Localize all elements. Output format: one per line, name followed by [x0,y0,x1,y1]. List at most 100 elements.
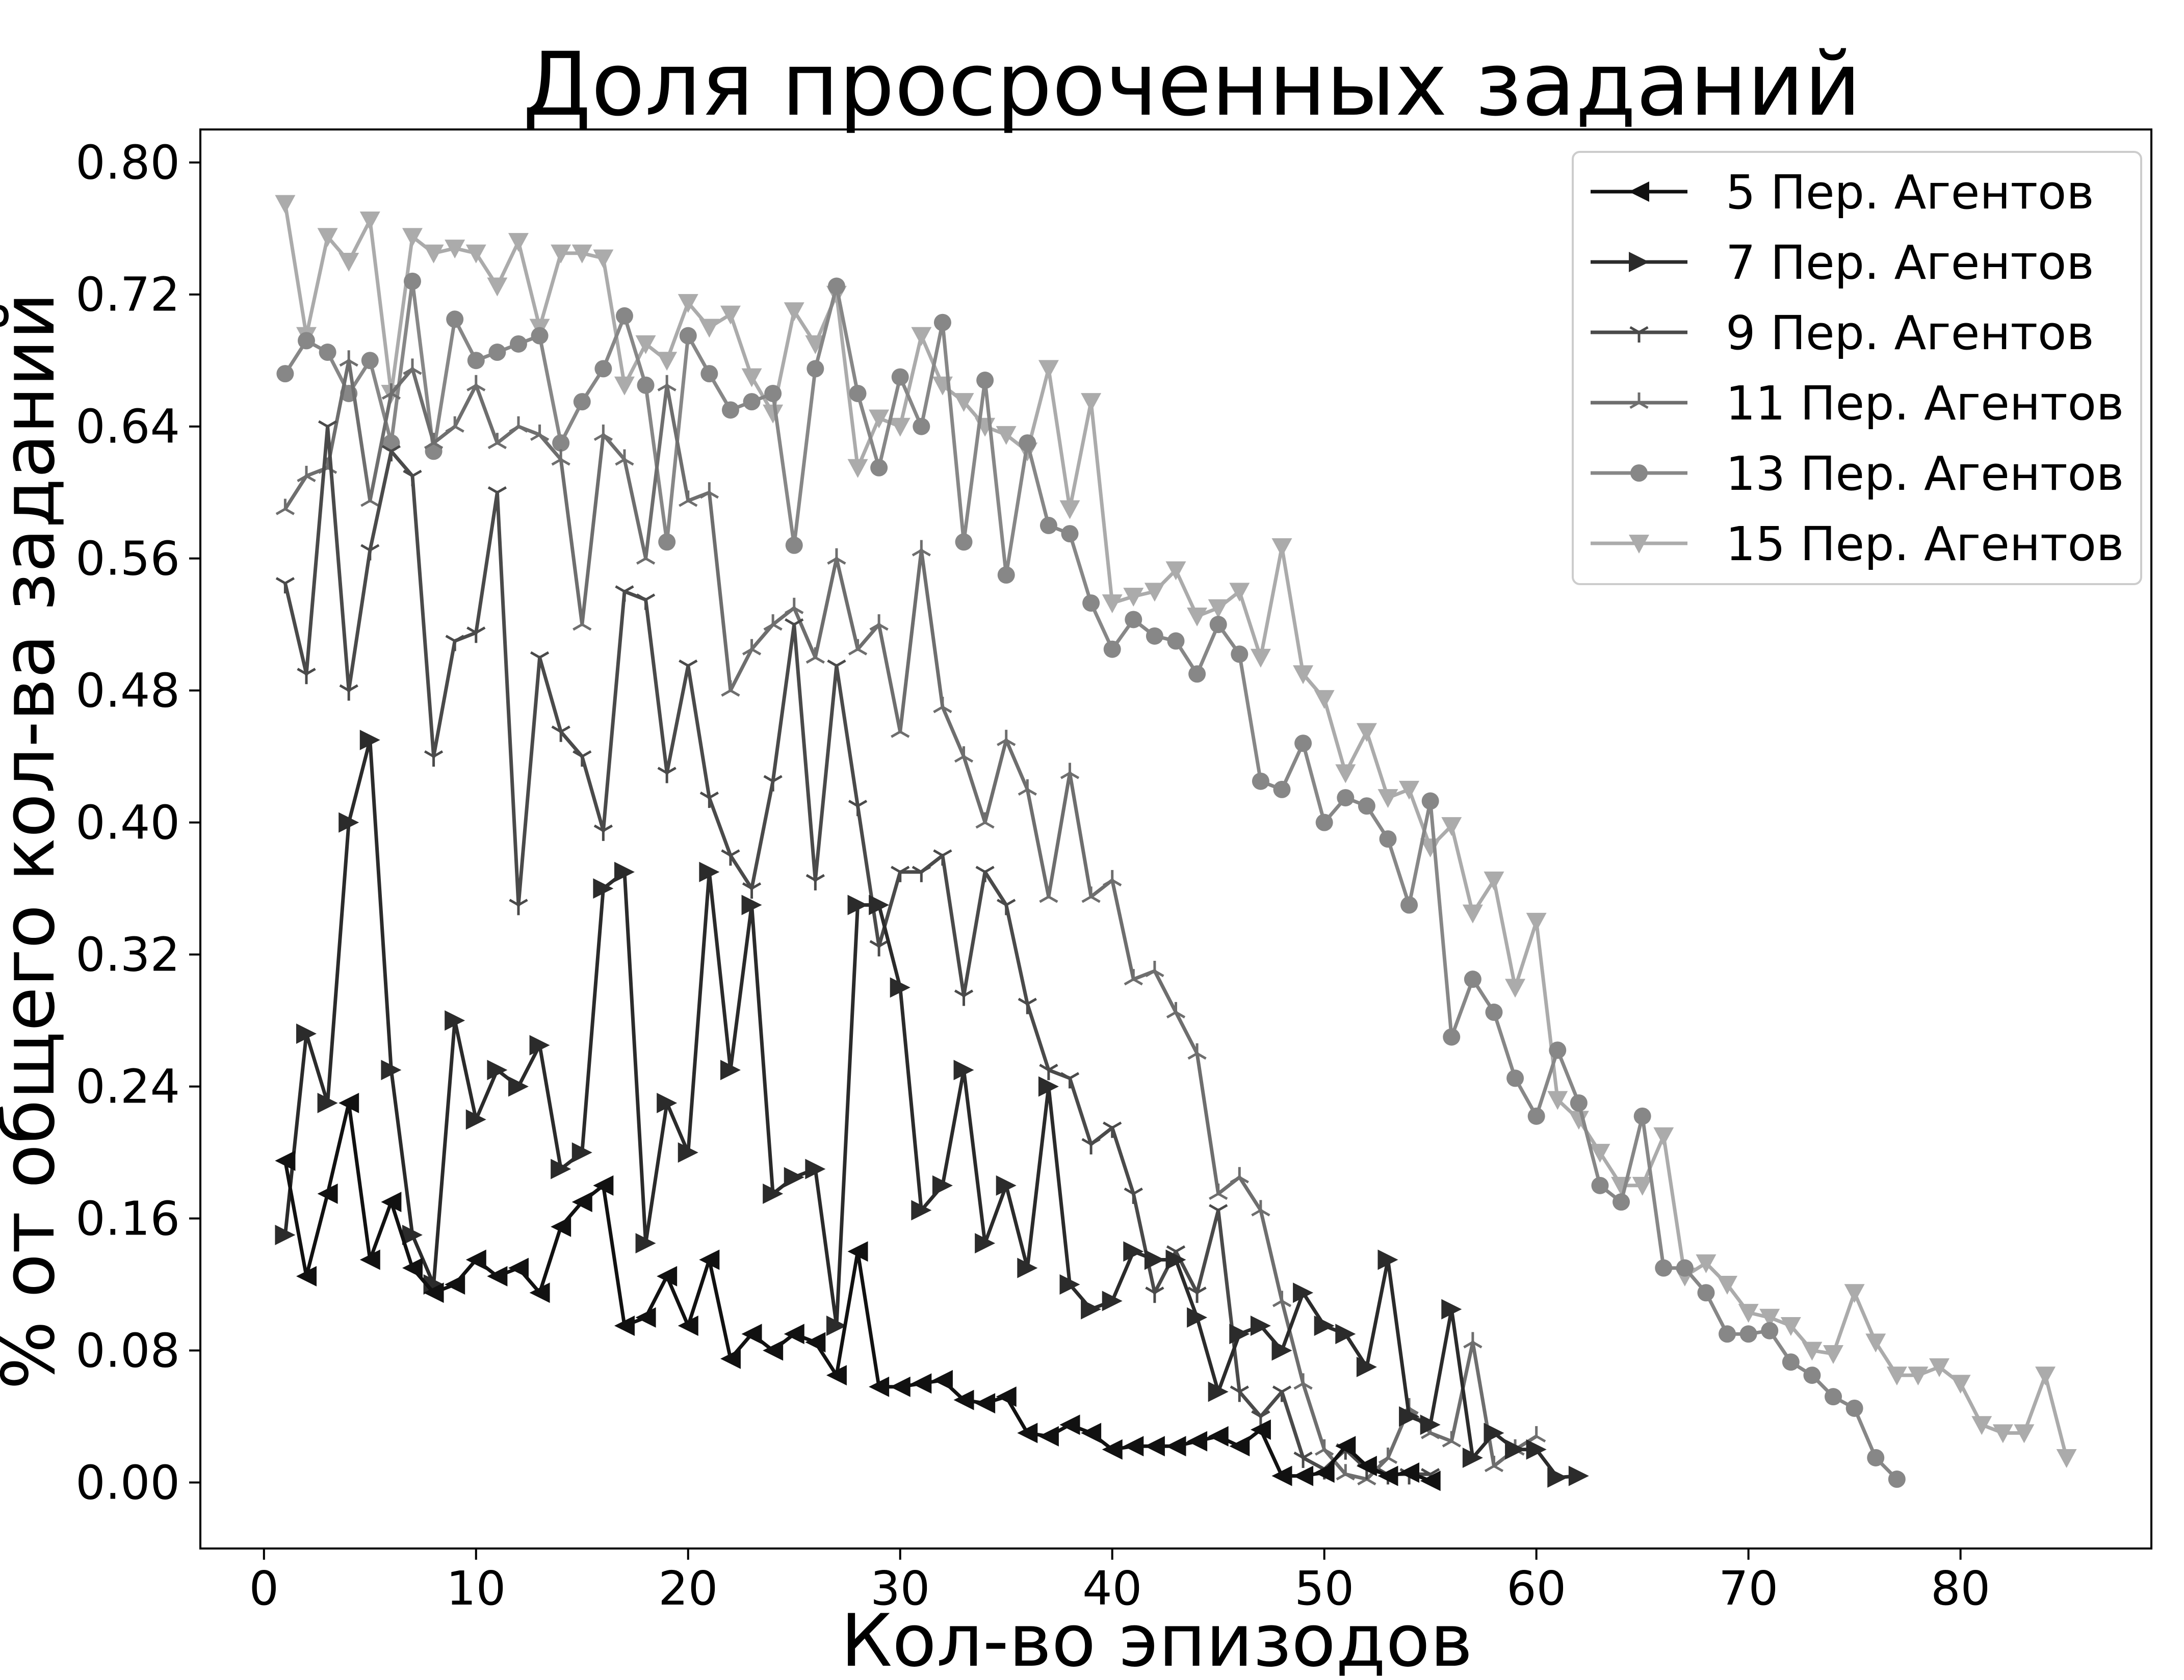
data-point [1271,1340,1292,1361]
legend-label: 11 Пер. Агентов [1726,376,2124,431]
data-point [1059,1274,1080,1295]
data-point [339,350,358,367]
data-point [784,302,804,322]
y-tick-label: 0.64 [75,400,180,454]
data-point [402,1257,423,1278]
data-point [530,424,550,441]
data-point [359,212,380,231]
data-point [1314,1315,1335,1336]
data-point [1081,1138,1101,1154]
data-point [954,746,974,763]
data-point [275,195,296,214]
data-point [657,767,677,783]
data-point [826,1365,847,1386]
chart-title: Доля просроченных заданий [523,33,1861,136]
data-point [996,1386,1017,1407]
data-point [571,244,592,264]
data-point [1102,1439,1123,1460]
data-point [847,1241,868,1262]
data-point [785,597,804,614]
data-point [381,1192,402,1213]
data-point [1061,525,1079,543]
data-point [1187,607,1208,626]
data-point [360,544,380,561]
data-point [1229,1324,1250,1345]
data-point [275,498,295,515]
data-point [1399,780,1420,800]
axes: 0 10 20 30 40 50 60 70 80 0.00 0.08 0.16 0.24 0.32 0.4… [75,128,2152,1616]
data-point [657,1092,678,1113]
data-point [508,1076,529,1097]
data-point [1568,1465,1589,1486]
data-point [1908,1367,1929,1386]
data-point [1505,1439,1526,1460]
y-tick-label: 0.00 [75,1456,180,1510]
data-point [720,1348,741,1369]
data-point [297,668,316,685]
data-point [296,1023,317,1044]
data-point [869,940,889,957]
series-7 [275,729,1589,1488]
data-point [1293,1282,1314,1303]
data-point [1462,1447,1483,1468]
data-point [699,861,720,882]
data-point [465,244,486,264]
data-point [848,800,868,817]
legend-marker [1629,252,1649,272]
data-point [339,252,359,272]
data-point [1229,1436,1250,1457]
data-point [551,449,570,466]
data-point [1230,1385,1249,1402]
data-point [1803,1367,1821,1384]
y-tick-label: 0.24 [75,1060,180,1114]
data-point [1633,1107,1651,1125]
data-point [339,812,359,833]
data-point [1250,648,1271,668]
data-point [679,490,698,507]
y-tick-label: 0.48 [75,664,180,718]
data-point [997,729,1016,746]
data-point [1038,1076,1059,1097]
data-point [847,895,868,915]
axes-frame [199,128,2152,1550]
data-point [1780,1317,1801,1336]
data-point [317,1184,338,1204]
data-point [1250,1419,1271,1440]
data-point [551,1159,571,1179]
data-point [1441,817,1462,836]
x-tick-label: 30 [870,1561,930,1616]
data-point [573,614,592,631]
data-point [466,626,486,643]
data-point [700,365,718,383]
data-point [1420,1471,1441,1491]
data-point [1144,1249,1165,1270]
data-point [360,490,380,507]
data-point [1124,969,1143,986]
data-point [953,1060,974,1081]
data-point [1314,1462,1335,1483]
data-point [1421,792,1439,810]
data-point [1888,1471,1906,1488]
data-point [1209,1204,1228,1221]
data-point [1527,1426,1546,1443]
data-point [551,1216,571,1237]
data-point [1038,360,1059,379]
data-point [785,536,803,554]
legend: 5 Пер. Агентов 7 Пер. Агентов 9 Пер. Агент… [1572,151,2142,585]
legend-item-7: 7 Пер. Агентов [1591,235,2094,290]
data-point [1443,1028,1461,1046]
data-point [1081,1299,1102,1320]
data-point [1335,764,1356,783]
data-point [1992,1424,2013,1443]
data-point [1166,1002,1186,1019]
data-point [1103,870,1122,887]
data-point [743,393,761,411]
data-point [1081,393,1102,412]
data-point [1059,1414,1080,1435]
data-point [402,1224,423,1245]
series-9 [275,420,1440,1485]
data-point [721,849,740,866]
y-tick-label: 0.32 [75,928,180,982]
data-point [467,352,485,370]
data-point [1420,1414,1441,1435]
